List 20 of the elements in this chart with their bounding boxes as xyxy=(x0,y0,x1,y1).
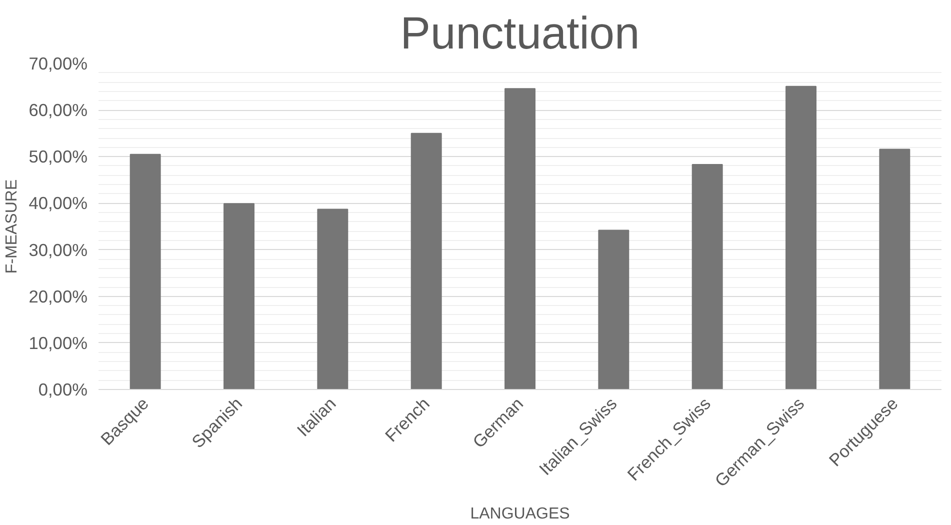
bar xyxy=(598,230,630,390)
y-tick-label: 30,00% xyxy=(28,240,88,260)
x-axis-title: LANGUAGES xyxy=(470,506,570,523)
bar xyxy=(224,203,254,390)
y-tick-label: 0,00% xyxy=(38,380,88,400)
chart-title: Punctuation xyxy=(400,8,640,58)
bar xyxy=(786,86,816,390)
bar xyxy=(410,132,442,390)
bar xyxy=(879,148,910,390)
y-axis-title: F-MEASURE xyxy=(4,179,21,274)
bar xyxy=(504,88,536,390)
bar xyxy=(317,208,348,390)
y-tick-label: 50,00% xyxy=(28,146,88,167)
y-tick-label: 40,00% xyxy=(28,193,88,214)
y-tick-label: 70,00% xyxy=(28,54,88,74)
bar xyxy=(130,154,161,390)
y-tick-label: 10,00% xyxy=(28,332,88,353)
y-tick-label: 20,00% xyxy=(28,286,88,306)
y-tick-label: 60,00% xyxy=(28,100,88,120)
bar xyxy=(692,164,723,390)
